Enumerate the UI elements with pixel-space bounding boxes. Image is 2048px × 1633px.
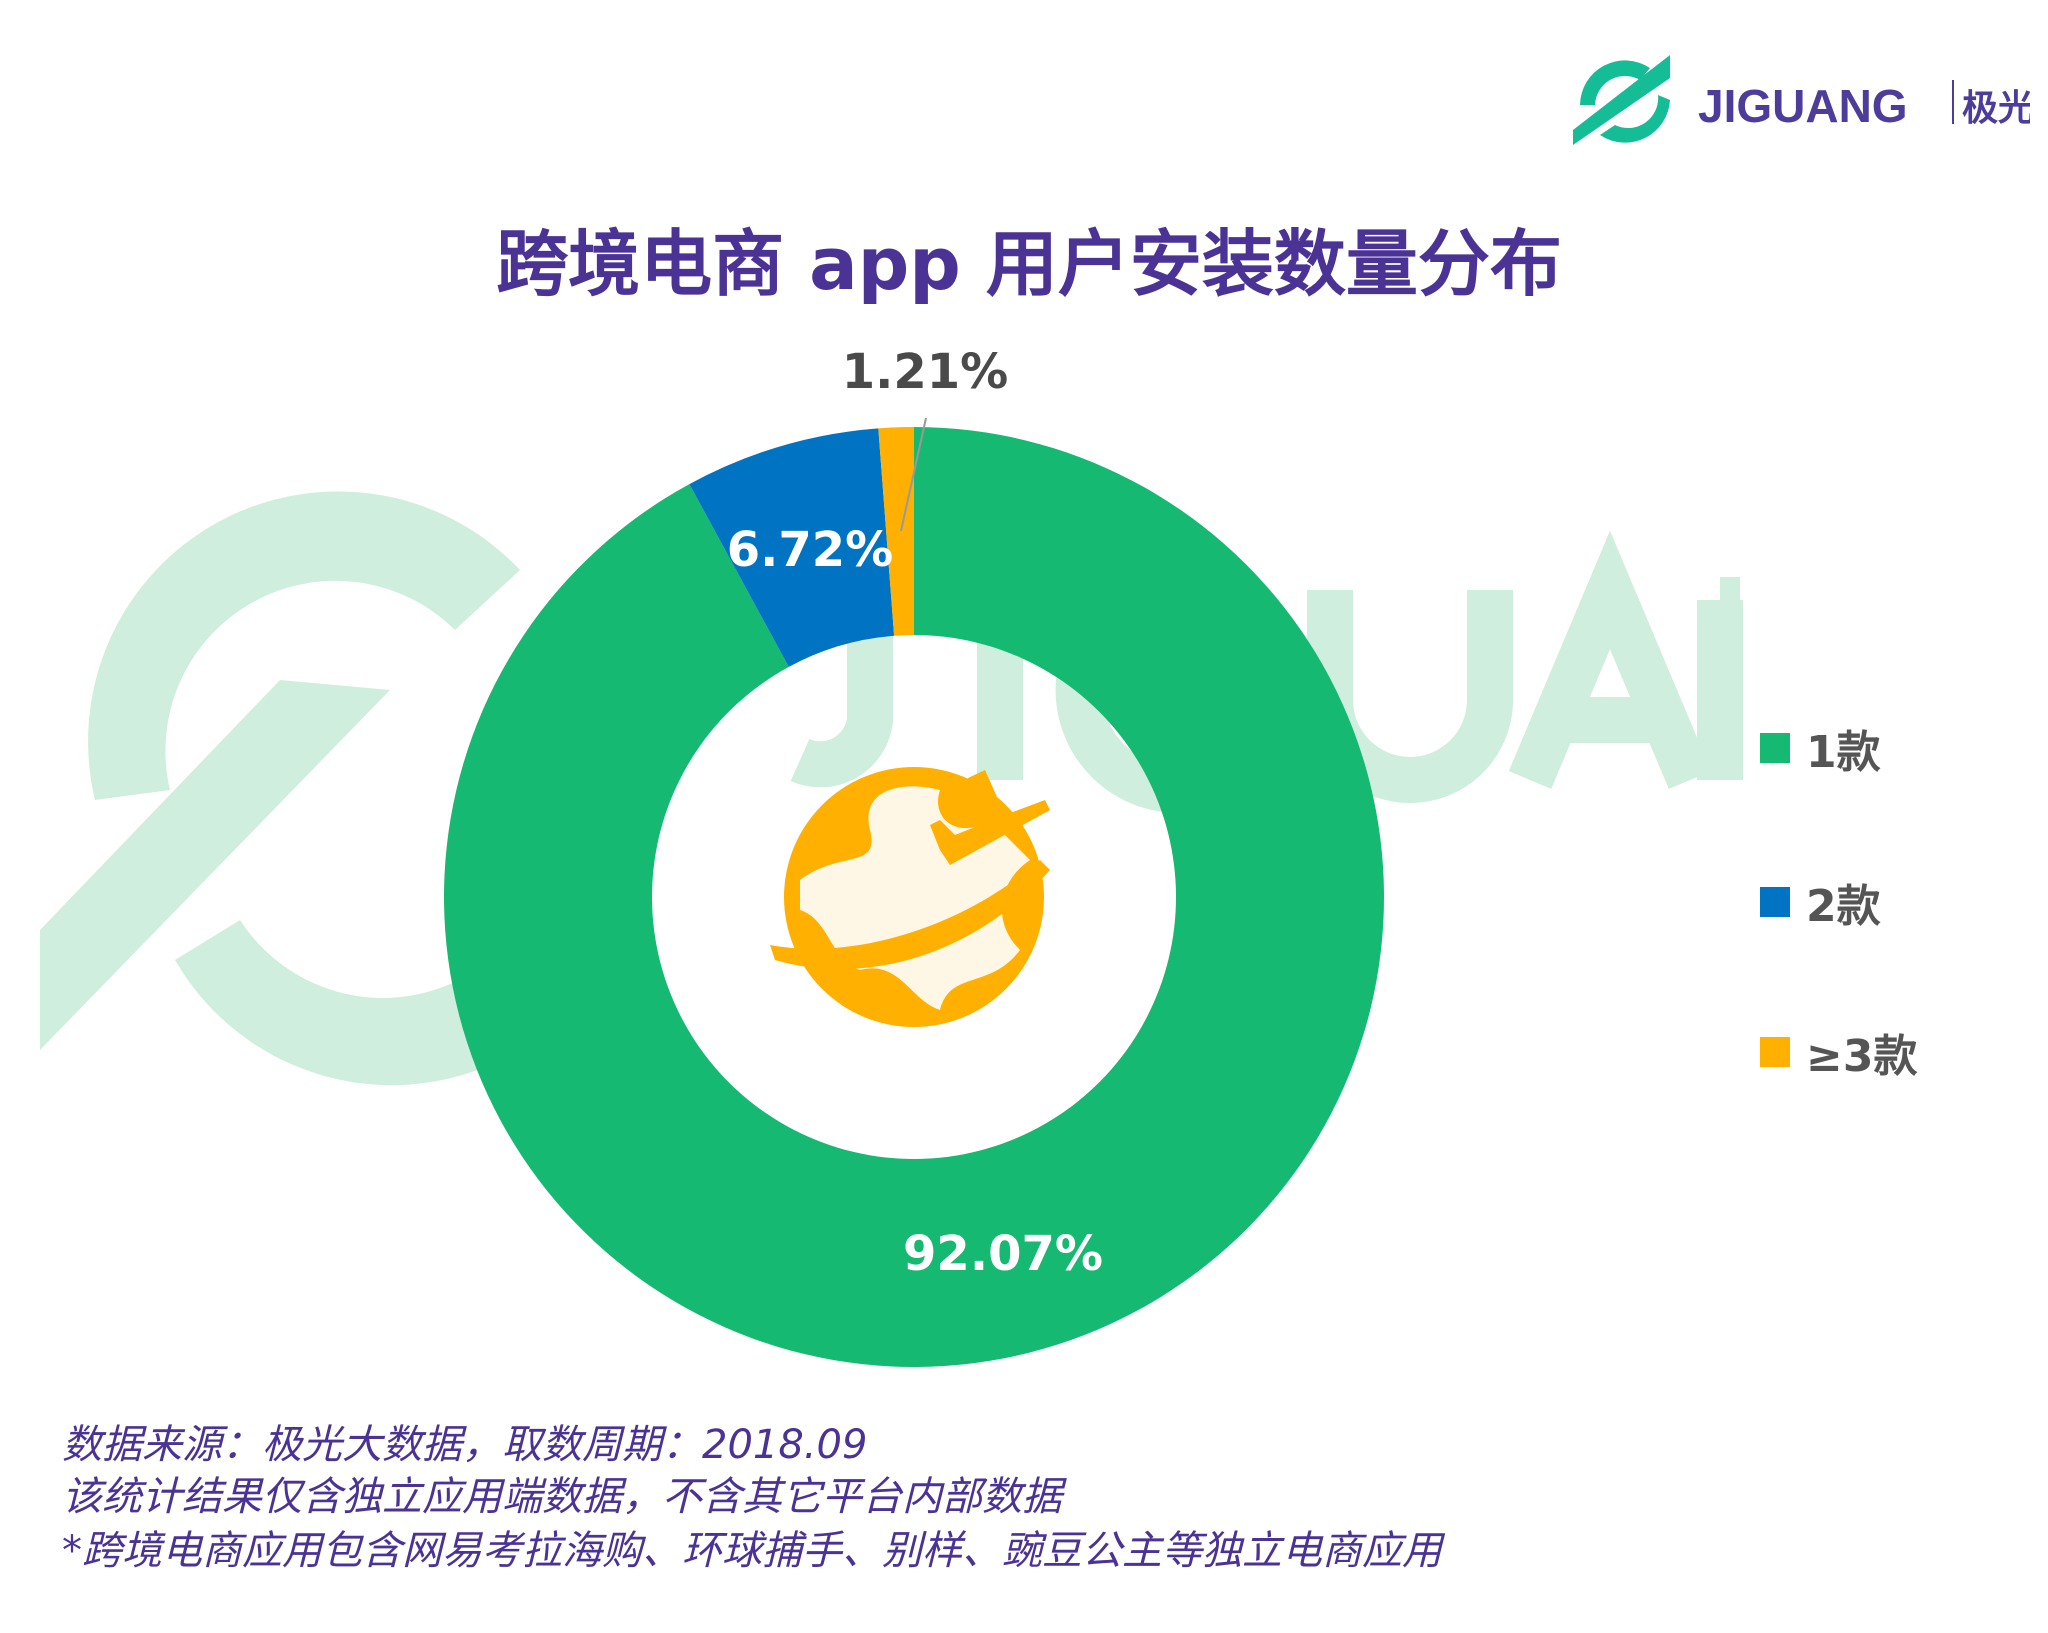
legend-swatch bbox=[1760, 1037, 1790, 1067]
logo-text: JIGUANG bbox=[1698, 80, 1908, 132]
page-title: 跨境电商 app 用户安装数量分布 bbox=[496, 222, 1562, 306]
watermark-logo-arc-top bbox=[88, 491, 520, 800]
logo-divider bbox=[1952, 80, 1954, 124]
legend-label: 1款 bbox=[1806, 727, 1881, 778]
data-label-1: 92.07% bbox=[903, 1226, 1103, 1282]
airplane-icon bbox=[930, 770, 1050, 865]
donut-slice-2 bbox=[689, 428, 895, 667]
footer-source: 数据来源：极光大数据，取数周期：2018.09 bbox=[62, 1422, 868, 1468]
footer-footnote: *跨境电商应用包含网易考拉海购、环球捕手、别样、豌豆公主等独立电商应用 bbox=[62, 1528, 1442, 1574]
jiguang-logo: JIGUANG 极光 bbox=[1573, 55, 2030, 145]
legend-item-2: 2款 bbox=[1760, 870, 1881, 934]
watermark-logo-bar bbox=[40, 680, 390, 1050]
data-label-3: 1.21% bbox=[842, 344, 1009, 400]
legend-item-1: 1款 bbox=[1760, 716, 1881, 780]
data-label-2: 6.72% bbox=[727, 522, 894, 578]
donut-slice-3 bbox=[878, 427, 914, 636]
logo-cn: 极光 bbox=[1962, 88, 2030, 129]
donut-slice-1 bbox=[443, 427, 1385, 1367]
jiguang-logo-icon bbox=[1573, 55, 1670, 145]
leader-line bbox=[900, 417, 927, 532]
legend-swatch bbox=[1760, 733, 1790, 763]
legend-swatch bbox=[1760, 887, 1790, 917]
legend-label: 2款 bbox=[1806, 881, 1881, 932]
center-icon bbox=[770, 767, 1050, 1027]
watermark-logo-arc-bottom bbox=[175, 920, 560, 1086]
footer-note: 该统计结果仅含独立应用端数据，不含其它平台内部数据 bbox=[62, 1474, 1062, 1520]
legend-item-3: ≥3款 bbox=[1760, 1020, 1917, 1084]
legend-label: ≥3款 bbox=[1806, 1031, 1918, 1082]
